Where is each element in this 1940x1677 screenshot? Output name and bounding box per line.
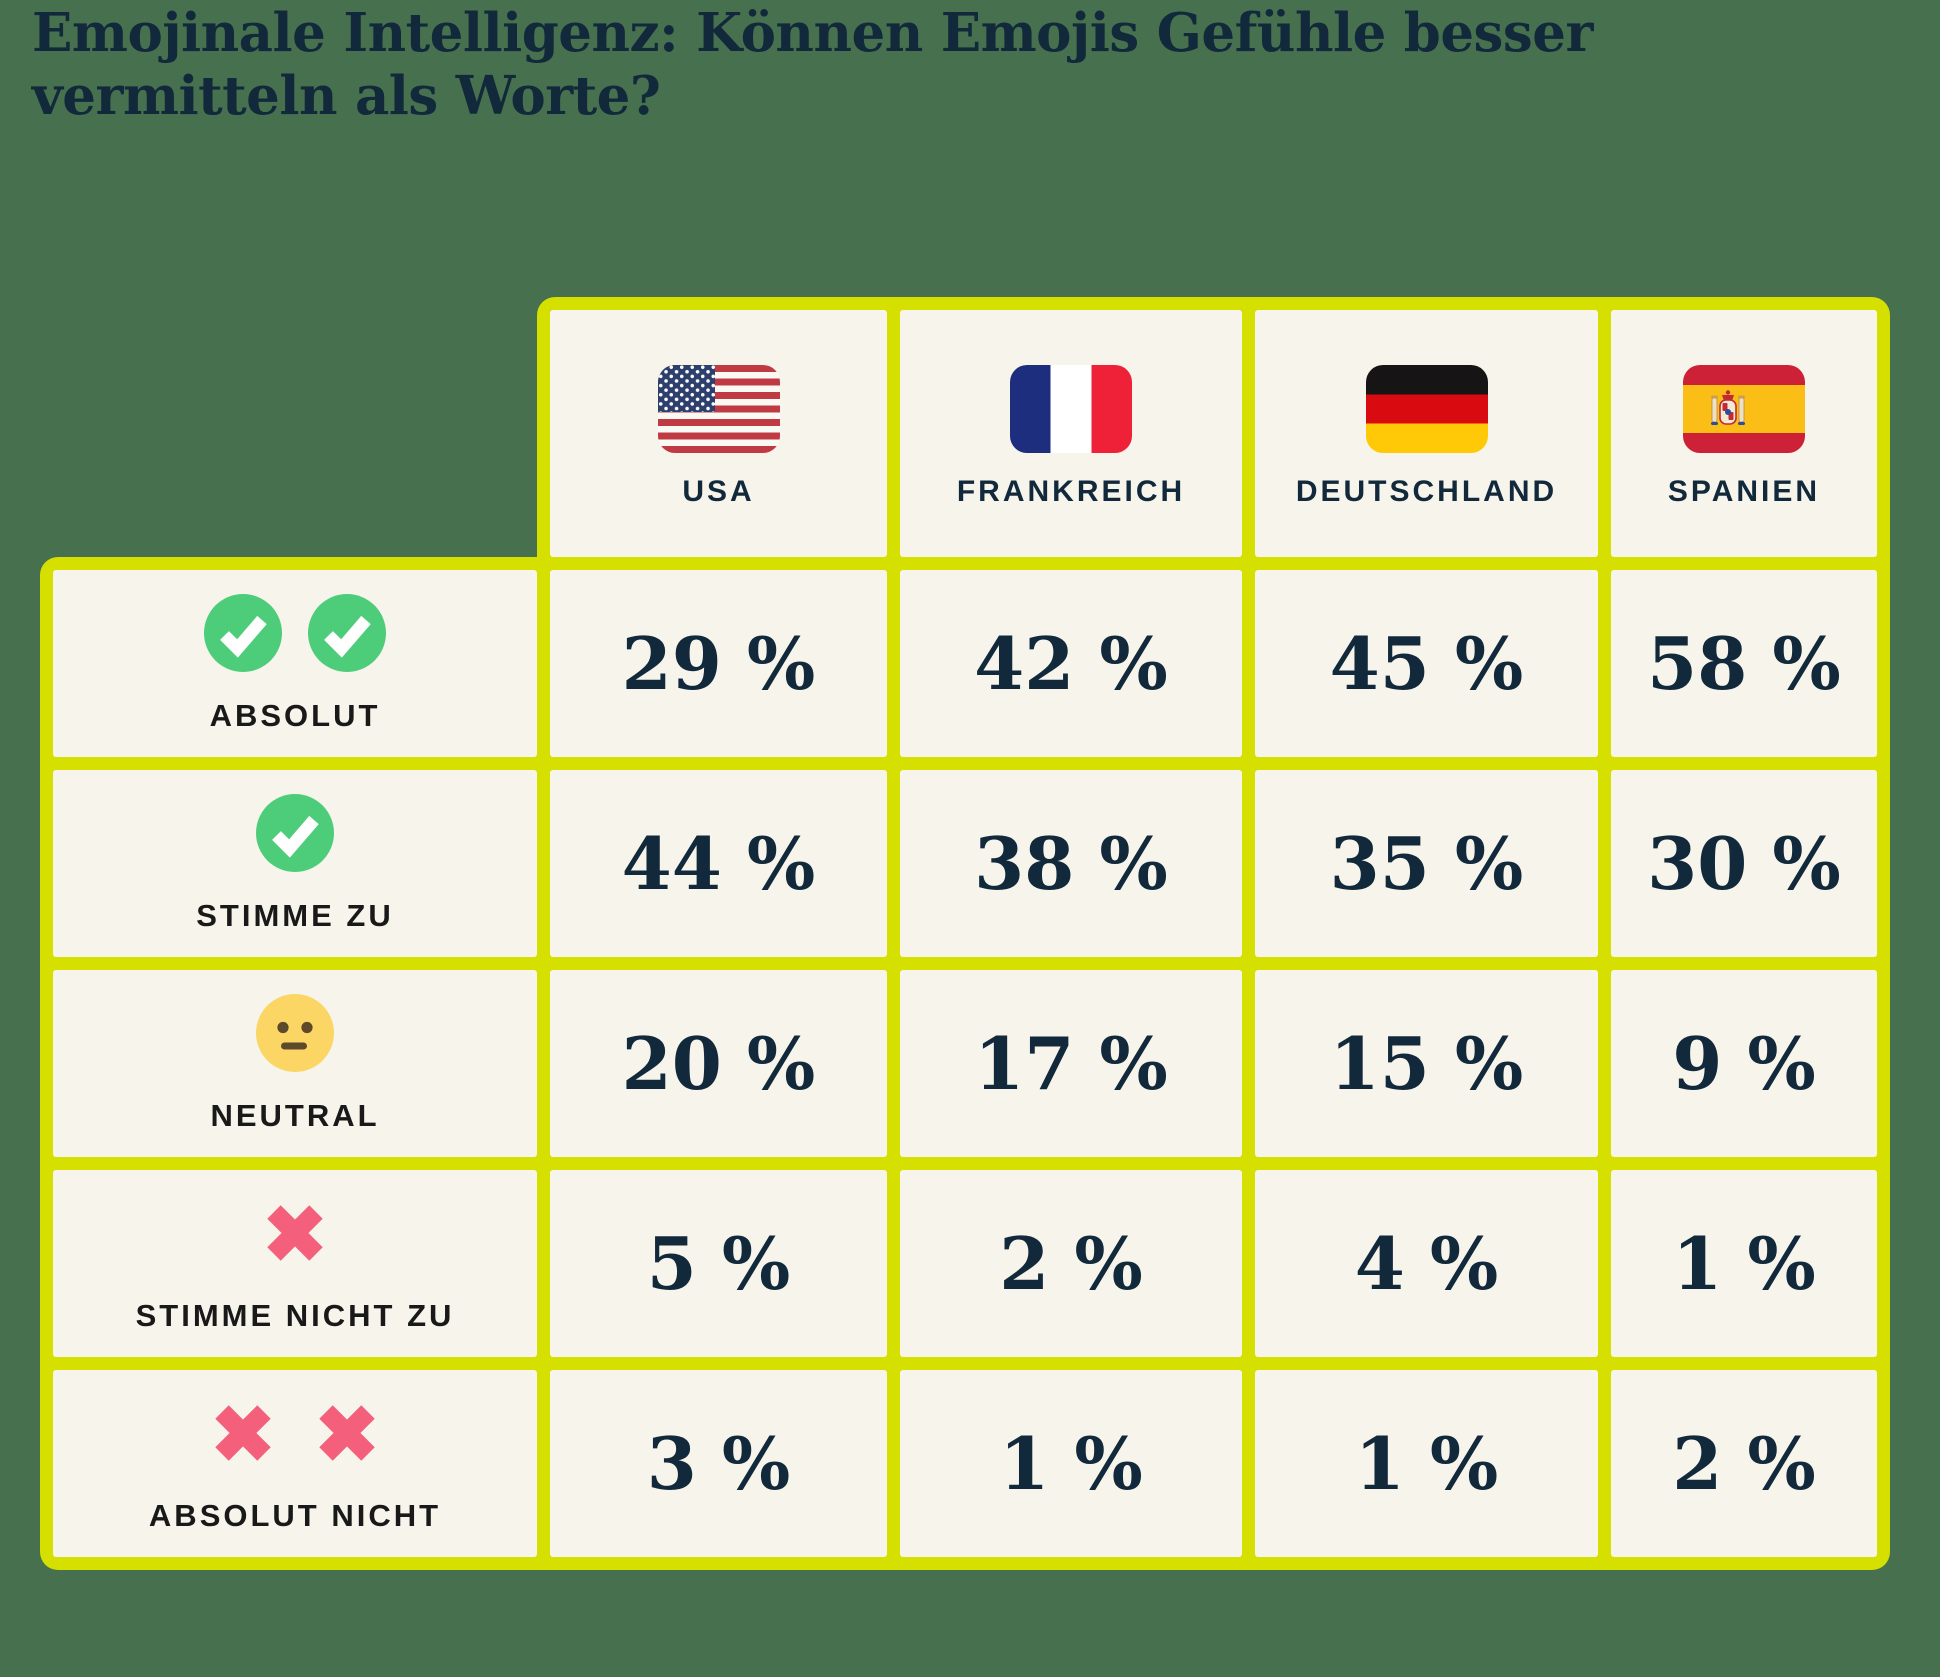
column-header-label: SPANIEN	[1667, 474, 1821, 508]
data-cell-absolut-nicht-france: 1 %	[900, 1370, 1242, 1557]
percentage-value: 29 %	[621, 621, 816, 706]
data-cell-absolut-nicht-usa: 3 %	[550, 1370, 887, 1557]
column-header-label: USA	[682, 474, 755, 508]
check-circle-icon	[308, 593, 386, 672]
percentage-value: 17 %	[974, 1021, 1168, 1106]
cross-mark-icon	[256, 1194, 334, 1272]
row-header-label: ABSOLUT	[209, 697, 381, 733]
percentage-value: 38 %	[974, 821, 1168, 906]
data-cell-stimme-zu-spain: 30 %	[1611, 770, 1877, 957]
column-header-usa: USA	[550, 310, 887, 557]
data-cell-absolut-germany: 45 %	[1255, 570, 1598, 757]
data-cell-neutral-germany: 15 %	[1255, 970, 1598, 1157]
infographic-title-line-1: Emojinale Intelligenz: Können Emojis Gef…	[32, 2, 1593, 64]
data-cell-absolut-nicht-spain: 2 %	[1611, 1370, 1877, 1557]
percentage-value: 1 %	[1354, 1421, 1499, 1506]
usa-flag-icon	[657, 364, 780, 453]
percentage-value: 58 %	[1647, 621, 1841, 706]
data-cell-absolut-spain: 58 %	[1611, 570, 1877, 757]
data-cell-absolut-france: 42 %	[900, 570, 1242, 757]
column-header-label: FRANKREICH	[956, 474, 1186, 508]
row-icon-group	[204, 593, 386, 672]
percentage-value: 42 %	[974, 621, 1168, 706]
data-cell-stimme-zu-usa: 44 %	[550, 770, 887, 957]
percentage-value: 4 %	[1354, 1221, 1499, 1306]
row-icon-group	[256, 993, 334, 1072]
infographic-title: Emojinale Intelligenz: Können Emojis Gef…	[32, 2, 1593, 127]
check-circle-icon	[204, 593, 282, 672]
data-cell-stimme-nicht-zu-germany: 4 %	[1255, 1170, 1598, 1357]
percentage-value: 2 %	[1672, 1421, 1816, 1506]
column-header-label: DEUTSCHLAND	[1295, 474, 1558, 508]
percentage-value: 5 %	[646, 1221, 791, 1306]
cross-mark-icon	[308, 1394, 386, 1472]
answer-labels-column: ABSOLUT STIMME ZU NEUTRAL STIMME NICHT ZU AB…	[40, 557, 550, 1570]
data-cell-stimme-zu-germany: 35 %	[1255, 770, 1598, 957]
percentage-value: 9 %	[1672, 1021, 1816, 1106]
germany-flag-icon	[1365, 364, 1488, 453]
percentage-value: 30 %	[1647, 821, 1841, 906]
row-header-label: STIMME NICHT ZU	[135, 1297, 455, 1333]
cross-mark-icon	[204, 1394, 282, 1472]
percentage-value: 2 %	[999, 1221, 1143, 1306]
row-header-absolut: ABSOLUT	[53, 570, 537, 757]
usa-flag-stars	[657, 364, 715, 412]
row-icon-group	[204, 1394, 386, 1472]
data-cell-neutral-spain: 9 %	[1611, 970, 1877, 1157]
row-icon-group	[256, 793, 334, 872]
row-header-stimme-zu: STIMME ZU	[53, 770, 537, 957]
data-cell-neutral-france: 17 %	[900, 970, 1242, 1157]
france-flag-icon	[1010, 364, 1132, 453]
percentage-value: 3 %	[646, 1421, 791, 1506]
data-cell-stimme-nicht-zu-spain: 1 %	[1611, 1170, 1877, 1357]
data-cell-neutral-usa: 20 %	[550, 970, 887, 1157]
country-header-row: USA FRANKREICH DEUTSCHLAND SPANIEN	[537, 297, 1890, 570]
row-header-label: ABSOLUT NICHT	[148, 1497, 442, 1533]
neutral-face-icon	[256, 993, 334, 1072]
data-cell-absolut-usa: 29 %	[550, 570, 887, 757]
percentage-value: 35 %	[1329, 821, 1524, 906]
percentage-value: 44 %	[621, 821, 816, 906]
row-header-label: STIMME ZU	[196, 897, 394, 933]
column-header-spain: SPANIEN	[1611, 310, 1877, 557]
check-circle-icon	[256, 793, 334, 872]
infographic-title-line-2: vermitteln als Worte?	[32, 64, 661, 127]
row-header-label: NEUTRAL	[210, 1097, 380, 1133]
percentage-value: 1 %	[999, 1421, 1143, 1506]
data-cell-absolut-nicht-germany: 1 %	[1255, 1370, 1598, 1557]
row-header-stimme-nicht-zu: STIMME NICHT ZU	[53, 1170, 537, 1357]
data-cell-stimme-zu-france: 38 %	[900, 770, 1242, 957]
results-grid: 29 % 42 % 45 % 58 % 44 % 38 % 35 % 30 % 20 % 17 %…	[537, 557, 1890, 1570]
spain-flag-icon	[1683, 364, 1805, 453]
column-header-france: FRANKREICH	[900, 310, 1242, 557]
percentage-value: 45 %	[1329, 621, 1524, 706]
percentage-value: 15 %	[1329, 1021, 1524, 1106]
percentage-value: 1 %	[1672, 1221, 1816, 1306]
data-cell-stimme-nicht-zu-usa: 5 %	[550, 1170, 887, 1357]
row-icon-group	[256, 1194, 334, 1272]
percentage-value: 20 %	[621, 1021, 816, 1106]
data-cell-stimme-nicht-zu-france: 2 %	[900, 1170, 1242, 1357]
column-header-germany: DEUTSCHLAND	[1255, 310, 1598, 557]
row-header-absolut-nicht: ABSOLUT NICHT	[53, 1370, 537, 1557]
row-header-neutral: NEUTRAL	[53, 970, 537, 1157]
